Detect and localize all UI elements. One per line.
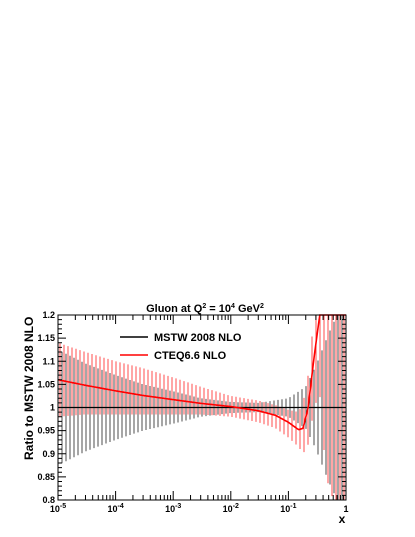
x-tick-label-base: 10 <box>280 504 290 514</box>
x-tick-label: 10-1 <box>280 503 296 514</box>
x-tick-label: 10-3 <box>165 503 181 514</box>
legend-label-mstw: MSTW 2008 NLO <box>154 332 242 344</box>
x-tick-label-base: 10 <box>50 504 60 514</box>
x-tick-label-exponent: -3 <box>175 503 181 510</box>
y-axis-label: Ratio to MSTW 2008 NLO <box>22 317 36 460</box>
y-tick-label: 0.8 <box>42 495 55 505</box>
y-tick-label: 0.9 <box>42 449 55 459</box>
y-tick-label: 1.1 <box>42 356 55 366</box>
x-tick-label-base: 10 <box>223 504 233 514</box>
x-tick-label: 10-2 <box>223 503 239 514</box>
x-tick-label-base: 1 <box>343 504 348 514</box>
x-tick-label-base: 10 <box>107 504 117 514</box>
x-tick-label-exponent: -4 <box>117 503 123 510</box>
legend: MSTW 2008 NLO CTEQ6.6 NLO <box>120 332 242 362</box>
x-tick-label-base: 10 <box>165 504 175 514</box>
y-tick-label: 0.85 <box>37 472 55 482</box>
x-axis-ticks: 10-5 10-4 10-3 10-2 10-1 1 <box>50 315 349 514</box>
x-tick-label: 10-4 <box>107 503 123 514</box>
y-tick-label: 1.15 <box>37 333 55 343</box>
y-axis-ticks: 0.8 0.85 0.9 0.95 1 1.05 1.1 1.15 1.2 <box>37 310 346 505</box>
x-tick-label-exponent: -5 <box>60 503 66 510</box>
x-tick-label-exponent: -2 <box>233 503 239 510</box>
x-axis-label: x <box>339 512 346 526</box>
x-tick-label: 10-5 <box>50 503 66 514</box>
y-tick-label: 1.05 <box>37 379 55 389</box>
y-tick-label: 1.2 <box>42 310 55 320</box>
chart-title: Gluon at Q2 = 104 GeV2 <box>146 303 264 315</box>
central-line-cteq <box>57 314 346 431</box>
central-lines-group <box>57 314 346 431</box>
x-tick-label: 1 <box>343 504 348 514</box>
y-tick-label: 0.95 <box>37 426 55 436</box>
legend-label-cteq: CTEQ6.6 NLO <box>154 350 227 362</box>
y-tick-label: 1 <box>50 403 55 413</box>
x-tick-label-exponent: -1 <box>290 503 296 510</box>
